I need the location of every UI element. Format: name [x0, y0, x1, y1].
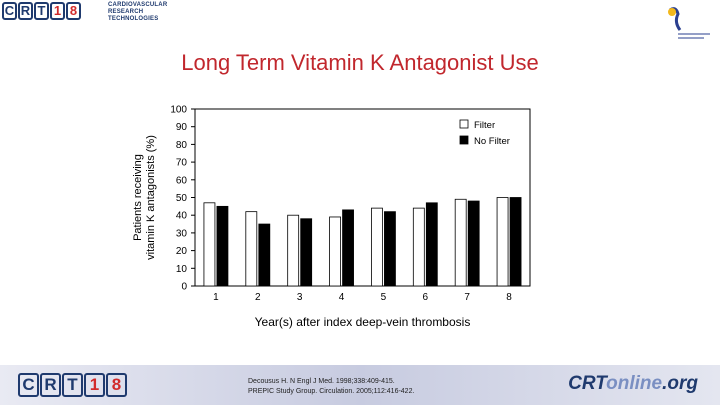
y-tick-label: 80 — [176, 140, 188, 151]
y-tick-label: 60 — [176, 175, 188, 186]
bar-no-filter — [342, 209, 354, 287]
x-tick-label: 8 — [506, 292, 512, 303]
reference-line: PREPIC Study Group. Circulation. 2005;11… — [248, 388, 415, 395]
logo-letter: 8 — [66, 2, 81, 20]
logo-letter: C — [18, 373, 39, 397]
y-tick-label: 30 — [176, 228, 188, 239]
bar-no-filter — [467, 200, 480, 287]
bar-no-filter — [384, 211, 396, 287]
bar-filter — [454, 198, 467, 287]
institute-logo-icon — [668, 7, 710, 39]
org-line: TECHNOLOGIES — [108, 16, 159, 22]
y-tick-label: 90 — [176, 122, 188, 133]
bar-filter — [371, 207, 383, 287]
x-axis-label: Year(s) after index deep-vein thrombosis — [255, 315, 471, 329]
y-axis-label: Patients receivingvitamin K antagonists … — [132, 135, 157, 260]
bar-no-filter — [509, 197, 522, 287]
logo-letter: 8 — [106, 373, 127, 397]
logo-letter: 1 — [84, 373, 105, 397]
logo-letter: R — [40, 373, 61, 397]
logo-letter: T — [34, 2, 49, 20]
bar-no-filter — [216, 205, 229, 287]
org-line: RESEARCH — [108, 9, 144, 15]
logo-letter: T — [62, 373, 83, 397]
site-tld: .org — [662, 373, 698, 394]
bar-chart: 0 10 20 30 40 50 60 70 80 90 100 1 2 3 4 5 6 7 8 Filter No F… — [132, 105, 531, 329]
bar-filter — [245, 211, 258, 287]
logo-letter: C — [2, 2, 17, 20]
y-tick-label: 100 — [170, 105, 187, 116]
y-tick-label: 40 — [176, 211, 188, 222]
legend-label: Filter — [474, 120, 495, 131]
x-tick-label: 2 — [255, 292, 261, 303]
org-name: CARDIOVASCULAR RESEARCH TECHNOLOGIES — [108, 2, 167, 23]
y-tick-label: 50 — [176, 193, 188, 204]
x-tick-label: 7 — [464, 292, 470, 303]
x-tick-label: 6 — [423, 292, 429, 303]
x-tick-label: 5 — [381, 292, 387, 303]
references: Decousus H. N Engl J Med. 1998;338:409-4… — [248, 377, 414, 397]
org-line: CARDIOVASCULAR — [108, 2, 168, 8]
crtonline-logo: CRTonline.org — [568, 373, 698, 395]
bar-filter — [329, 216, 341, 287]
y-axis-label-line: vitamin K antagonists (%) — [145, 135, 157, 260]
slide-title: Long Term Vitamin K Antagonist Use — [181, 50, 539, 75]
bar-no-filter — [300, 218, 313, 287]
site-on: online — [606, 373, 663, 394]
y-tick-label: 0 — [181, 282, 187, 293]
bar-filter — [412, 207, 425, 287]
legend-swatch — [459, 119, 469, 129]
x-tick-label: 1 — [213, 292, 219, 303]
bar-filter — [203, 202, 216, 287]
reference-line: Decousus H. N Engl J Med. 1998;338:409-4… — [248, 378, 395, 385]
x-tick-label: 3 — [297, 292, 303, 303]
bar-no-filter — [425, 202, 438, 287]
site-main: CRT — [568, 373, 607, 394]
y-tick-label: 20 — [176, 246, 188, 257]
bar-filter — [287, 214, 300, 287]
legend-swatch — [459, 135, 469, 145]
bar-filter — [496, 197, 509, 287]
legend-label: No Filter — [474, 136, 510, 147]
logo-letter: 1 — [50, 2, 65, 20]
y-axis-label-line: Patients receiving — [132, 154, 144, 241]
bar-no-filter — [258, 223, 271, 287]
y-tick-label: 70 — [176, 158, 188, 169]
x-tick-label: 4 — [339, 292, 345, 303]
logo-letter: R — [18, 2, 33, 20]
y-tick-label: 10 — [176, 264, 188, 275]
